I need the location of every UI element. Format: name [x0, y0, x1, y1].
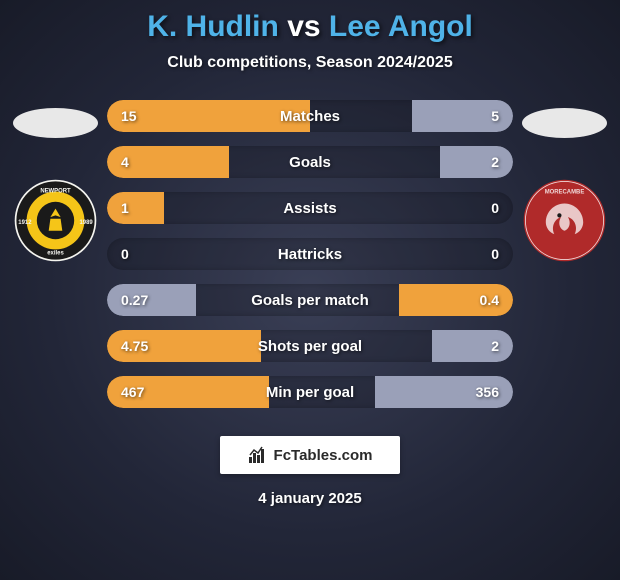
svg-text:exiles: exiles	[47, 251, 64, 257]
player1-photo-placeholder	[13, 108, 98, 138]
player1-name: K. Hudlin	[147, 10, 279, 43]
stat-label: Goals	[289, 154, 331, 171]
svg-text:MORECAMBE: MORECAMBE	[545, 189, 585, 195]
stat-value-left: 0.27	[121, 292, 148, 308]
watermark-text: FcTables.com	[274, 447, 373, 464]
stat-value-right: 5	[491, 108, 499, 124]
player2-column: MORECAMBE	[517, 100, 612, 263]
svg-text:1912: 1912	[18, 220, 32, 226]
svg-text:NEWPORT: NEWPORT	[40, 188, 71, 194]
player2-name: Lee Angol	[329, 10, 473, 43]
stat-bar-left	[107, 192, 164, 224]
title: K. Hudlin vs Lee Angol	[147, 10, 473, 44]
player2-photo-placeholder	[522, 108, 607, 138]
stat-value-right: 0	[491, 200, 499, 216]
stat-label: Min per goal	[266, 384, 354, 401]
subtitle: Club competitions, Season 2024/2025	[167, 54, 452, 72]
stat-label: Shots per goal	[258, 338, 362, 355]
stat-row: 467 356 Min per goal	[107, 376, 513, 408]
watermark: FcTables.com	[220, 436, 400, 474]
main-row: NEWPORT exiles 1912 1989 15 5 Matches 4 2 Goa…	[0, 100, 620, 408]
stat-value-left: 15	[121, 108, 137, 124]
stat-value-left: 4	[121, 154, 129, 170]
date-text: 4 january 2025	[258, 490, 361, 507]
vs-text: vs	[287, 10, 320, 43]
stat-row: 0.27 0.4 Goals per match	[107, 284, 513, 316]
stat-row: 4.75 2 Shots per goal	[107, 330, 513, 362]
chart-icon	[248, 445, 268, 465]
stat-value-left: 0	[121, 246, 129, 262]
stat-bar-right	[432, 330, 513, 362]
stat-value-right: 356	[476, 384, 499, 400]
stat-label: Hattricks	[278, 246, 342, 263]
stats-column: 15 5 Matches 4 2 Goals 1 0 Assists 0 0 Hattricks 0.2…	[103, 100, 517, 408]
stat-value-right: 2	[491, 338, 499, 354]
stat-row: 0 0 Hattricks	[107, 238, 513, 270]
stat-label: Assists	[283, 200, 336, 217]
stat-value-right: 0	[491, 246, 499, 262]
stat-value-left: 467	[121, 384, 144, 400]
stat-label: Matches	[280, 108, 340, 125]
svg-text:1989: 1989	[79, 220, 93, 226]
stat-row: 1 0 Assists	[107, 192, 513, 224]
stat-row: 4 2 Goals	[107, 146, 513, 178]
stat-label: Goals per match	[251, 292, 369, 309]
comparison-card: K. Hudlin vs Lee Angol Club competitions…	[0, 0, 620, 580]
player1-column: NEWPORT exiles 1912 1989	[8, 100, 103, 263]
player1-club-badge: NEWPORT exiles 1912 1989	[13, 178, 98, 263]
stat-value-right: 2	[491, 154, 499, 170]
stat-value-right: 0.4	[480, 292, 499, 308]
stat-value-left: 1	[121, 200, 129, 216]
stat-bar-right	[440, 146, 513, 178]
stat-row: 15 5 Matches	[107, 100, 513, 132]
stat-value-left: 4.75	[121, 338, 148, 354]
player2-club-badge: MORECAMBE	[522, 178, 607, 263]
